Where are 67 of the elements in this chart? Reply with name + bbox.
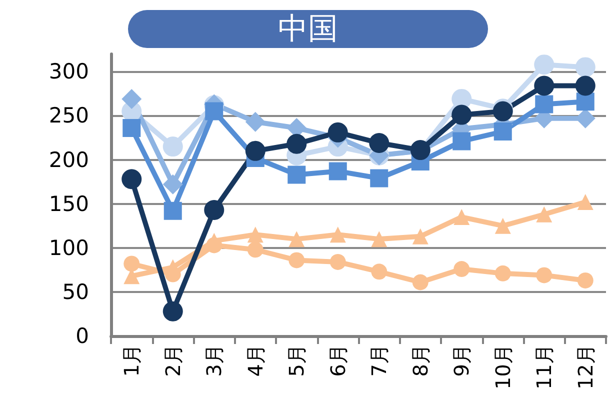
point	[288, 252, 305, 268]
point	[206, 237, 222, 254]
point	[576, 92, 594, 111]
x-tick-label: 6月	[326, 344, 350, 377]
x-tick-label: 9月	[450, 344, 474, 377]
point	[452, 104, 472, 125]
point	[371, 231, 388, 248]
x-tick-label: 1月	[120, 344, 144, 377]
point	[454, 209, 470, 226]
chart-title: 中国	[278, 12, 338, 46]
point	[122, 119, 141, 138]
y-tick-label: 300	[48, 60, 89, 84]
x-tick-label: 8月	[408, 344, 432, 377]
point	[164, 202, 182, 220]
x-tick-label: 11月	[532, 344, 556, 390]
point	[247, 242, 264, 258]
point	[162, 301, 183, 322]
point	[286, 134, 307, 154]
point	[452, 132, 471, 150]
point	[536, 267, 552, 284]
point	[122, 169, 142, 190]
x-tick-label: 12月	[573, 344, 598, 390]
point	[330, 254, 346, 270]
point	[575, 57, 596, 78]
y-tick-label: 100	[48, 236, 89, 260]
y-tick-label: 0	[76, 324, 89, 348]
point	[534, 54, 554, 75]
point	[162, 136, 183, 157]
point	[494, 265, 511, 282]
point	[288, 166, 306, 184]
point	[577, 194, 594, 210]
point	[412, 228, 428, 244]
x-tick-label: 2月	[160, 344, 185, 377]
point	[330, 226, 346, 243]
point	[122, 88, 142, 109]
point	[247, 226, 264, 243]
point	[328, 122, 348, 142]
point	[328, 162, 347, 180]
x-tick-label: 7月	[367, 344, 392, 377]
x-tick-label: 3月	[202, 344, 226, 377]
point	[164, 266, 181, 282]
point	[162, 174, 183, 194]
point	[204, 200, 224, 220]
y-tick-label: 250	[48, 104, 89, 128]
point	[454, 261, 470, 278]
x-tick-label: 5月	[284, 344, 309, 377]
point	[245, 112, 266, 132]
point	[245, 140, 266, 161]
y-tick-label: 150	[48, 192, 89, 216]
point	[577, 272, 594, 288]
point	[575, 76, 596, 96]
point	[288, 231, 305, 248]
point	[369, 133, 390, 153]
point	[124, 256, 140, 272]
point	[494, 218, 511, 234]
point	[534, 76, 554, 96]
point	[535, 95, 554, 114]
point	[205, 102, 224, 120]
point	[370, 169, 388, 188]
y-tick-label: 50	[62, 280, 89, 304]
point	[412, 274, 428, 290]
point	[371, 264, 388, 280]
point	[494, 122, 512, 141]
x-tick-label: 4月	[243, 344, 268, 377]
point	[536, 206, 552, 222]
y-tick-label: 200	[48, 148, 89, 172]
x-tick-label: 10月	[490, 344, 515, 390]
